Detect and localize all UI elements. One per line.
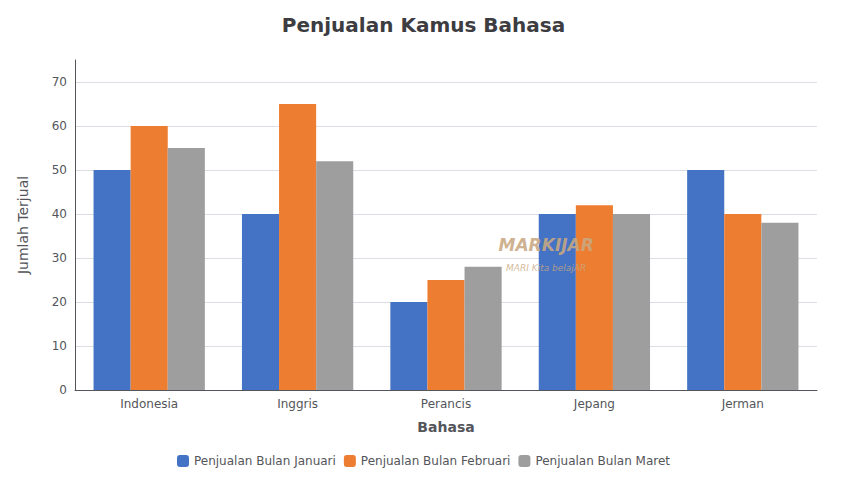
svg-text:Jerman: Jerman [721, 397, 764, 411]
svg-text:Penjualan Bulan Maret: Penjualan Bulan Maret [535, 454, 670, 468]
svg-text:Perancis: Perancis [421, 397, 471, 411]
svg-text:40: 40 [52, 207, 67, 221]
svg-text:Inggris: Inggris [277, 397, 318, 411]
svg-text:MARKIJAR: MARKIJAR [499, 235, 594, 255]
svg-text:Jumlah Terjual: Jumlah Terjual [15, 176, 31, 275]
svg-text:30: 30 [52, 251, 67, 265]
svg-text:Penjualan Kamus Bahasa: Penjualan Kamus Bahasa [282, 13, 565, 37]
svg-text:Jepang: Jepang [573, 397, 615, 411]
svg-text:0: 0 [59, 383, 67, 397]
svg-text:20: 20 [52, 295, 67, 309]
svg-text:60: 60 [52, 119, 67, 133]
svg-text:10: 10 [52, 339, 67, 353]
svg-text:Penjualan Bulan Februari: Penjualan Bulan Februari [361, 454, 511, 468]
svg-text:Indonesia: Indonesia [120, 397, 178, 411]
svg-text:Penjualan Bulan Januari: Penjualan Bulan Januari [194, 454, 336, 468]
svg-text:70: 70 [52, 75, 67, 89]
svg-text:Bahasa: Bahasa [417, 419, 474, 435]
svg-text:MARI Kita belajAR: MARI Kita belajAR [506, 263, 586, 273]
svg-text:50: 50 [52, 163, 67, 177]
